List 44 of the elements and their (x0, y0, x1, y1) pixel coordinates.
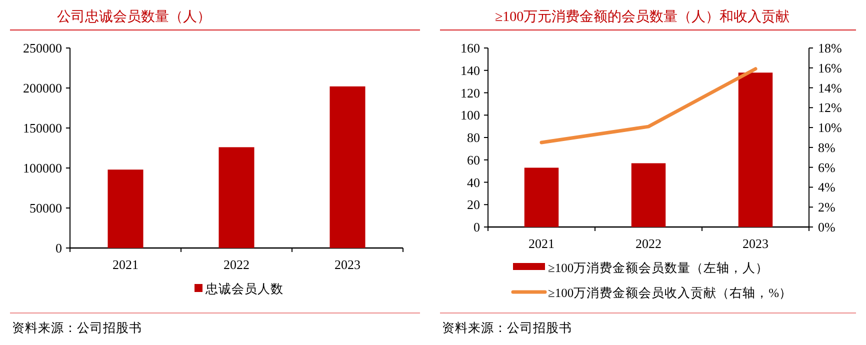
y2-tick-label: 16% (818, 60, 842, 76)
y-tick-label: 80 (467, 130, 480, 145)
y-tick-label: 0 (56, 240, 62, 256)
text: 资料来源：公司招股书 (442, 321, 572, 335)
legend-label: 忠诚会员人数 (204, 282, 284, 296)
bar (738, 72, 773, 227)
y2-tick-label: 14% (818, 80, 842, 96)
y-tick-label: 150000 (23, 120, 62, 136)
y2-tick-label: 0% (818, 220, 836, 234)
bar (330, 86, 366, 248)
x-tick-label: 2022 (224, 257, 250, 272)
y2-tick-label: 6% (818, 160, 836, 175)
y-tick-label: 250000 (23, 40, 62, 56)
y-tick-label: 0 (474, 220, 480, 234)
y-tick-label: 140 (460, 62, 480, 78)
bar (108, 170, 144, 248)
y2-tick-label: 4% (818, 180, 836, 195)
y-tick-label: 50000 (30, 200, 62, 216)
y2-tick-label: 12% (818, 100, 842, 116)
y2-tick-label: 18% (818, 40, 842, 56)
legend-label: ≥100万消费金额会员收入贡献（右轴，%） (548, 286, 792, 300)
chart-title: ≥100万元消费金额的会员数量（人）和收入贡献 (495, 9, 790, 25)
x-tick-label: 2023 (334, 257, 360, 272)
y-tick-label: 120 (460, 85, 480, 100)
y2-tick-label: 8% (818, 140, 836, 155)
y2-tick-label: 2% (818, 200, 836, 215)
y2-tick-label: 10% (818, 120, 842, 136)
text: 资料来源：公司招股书 (12, 321, 142, 335)
y-tick-label: 40 (467, 174, 480, 190)
y-tick-label: 160 (460, 40, 480, 56)
y-tick-label: 20 (467, 197, 480, 212)
x-tick-label: 2022 (636, 236, 662, 251)
legend-label: ≥100万消费金额会员数量（左轴，人） (548, 261, 769, 275)
chart-title: 公司忠诚会员数量（人） (57, 9, 211, 25)
y-tick-label: 200000 (23, 80, 62, 96)
bar (631, 163, 666, 227)
x-tick-label: 2023 (742, 236, 768, 251)
x-tick-label: 2021 (112, 257, 138, 272)
y-tick-label: 60 (467, 152, 480, 168)
bar (524, 168, 559, 227)
bar (218, 147, 254, 248)
y-tick-label: 100000 (23, 160, 62, 176)
y-tick-label: 100 (460, 108, 480, 123)
x-tick-label: 2021 (528, 236, 554, 251)
